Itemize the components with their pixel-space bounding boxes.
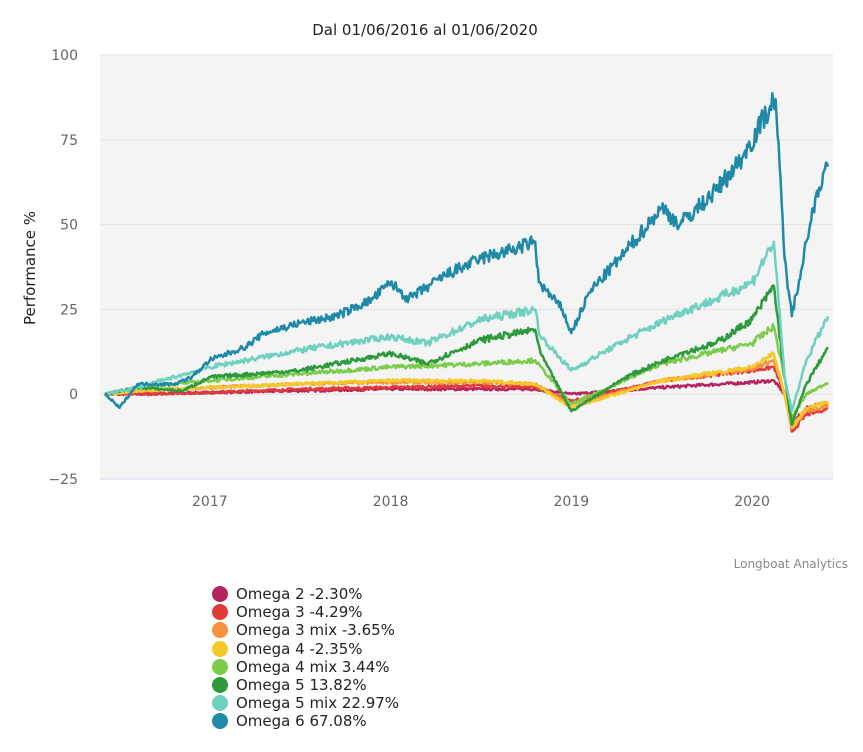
- legend: Omega 2 -2.30% Omega 3 -4.29% Omega 3 mix …: [212, 585, 399, 731]
- legend-item[interactable]: Omega 3 -4.29%: [212, 603, 399, 621]
- legend-label: Omega 5 13.82%: [236, 676, 367, 695]
- y-tick-label: 50: [60, 218, 78, 234]
- y-tick-label: −25: [48, 472, 78, 488]
- legend-marker-icon: [212, 695, 228, 712]
- performance-chart: Dal 01/06/2016 al 01/06/2020 100 75 50 25 0 −…: [21, 21, 848, 571]
- legend-label: Omega 3 mix -3.65%: [236, 621, 395, 640]
- legend-marker-icon: [212, 586, 228, 603]
- chart-credit[interactable]: Longboat Analytics: [734, 557, 848, 571]
- legend-item[interactable]: Omega 2 -2.30%: [212, 585, 399, 603]
- legend-item[interactable]: Omega 4 -2.35%: [212, 640, 399, 658]
- legend-marker-icon: [212, 640, 228, 657]
- chart-title: Dal 01/06/2016 al 01/06/2020: [312, 21, 537, 39]
- y-tick-label: 25: [60, 302, 78, 318]
- y-tick-label: 75: [60, 133, 78, 149]
- legend-item[interactable]: Omega 3 mix -3.65%: [212, 621, 399, 639]
- x-tick-label: 2017: [192, 494, 228, 510]
- x-tick-label: 2018: [373, 494, 409, 510]
- x-tick-label: 2020: [734, 494, 770, 510]
- legend-label: Omega 4 -2.35%: [236, 639, 363, 658]
- y-axis-label: Performance %: [21, 211, 39, 325]
- legend-marker-icon: [212, 677, 228, 694]
- legend-marker-icon: [212, 713, 228, 730]
- legend-label: Omega 6 67.08%: [236, 712, 367, 731]
- legend-marker-icon: [212, 622, 228, 639]
- legend-marker-icon: [212, 604, 228, 621]
- legend-label: Omega 4 mix 3.44%: [236, 657, 390, 676]
- series-line-5[interactable]: [104, 284, 829, 426]
- y-tick-label: 100: [51, 48, 78, 64]
- legend-item[interactable]: Omega 5 13.82%: [212, 676, 399, 694]
- legend-label: Omega 3 -4.29%: [236, 603, 363, 622]
- series-line-7[interactable]: [104, 91, 830, 410]
- legend-item[interactable]: Omega 4 mix 3.44%: [212, 658, 399, 676]
- legend-item[interactable]: Omega 5 mix 22.97%: [212, 694, 399, 712]
- legend-label: Omega 2 -2.30%: [236, 585, 363, 604]
- series-line-6[interactable]: [104, 240, 830, 413]
- series-line-3[interactable]: [104, 351, 829, 430]
- series-line-4[interactable]: [104, 322, 830, 420]
- x-tick-label: 2019: [554, 494, 590, 510]
- legend-label: Omega 5 mix 22.97%: [236, 694, 400, 713]
- legend-marker-icon: [212, 658, 228, 675]
- y-tick-label: 0: [69, 387, 78, 403]
- legend-item[interactable]: Omega 6 67.08%: [212, 712, 399, 730]
